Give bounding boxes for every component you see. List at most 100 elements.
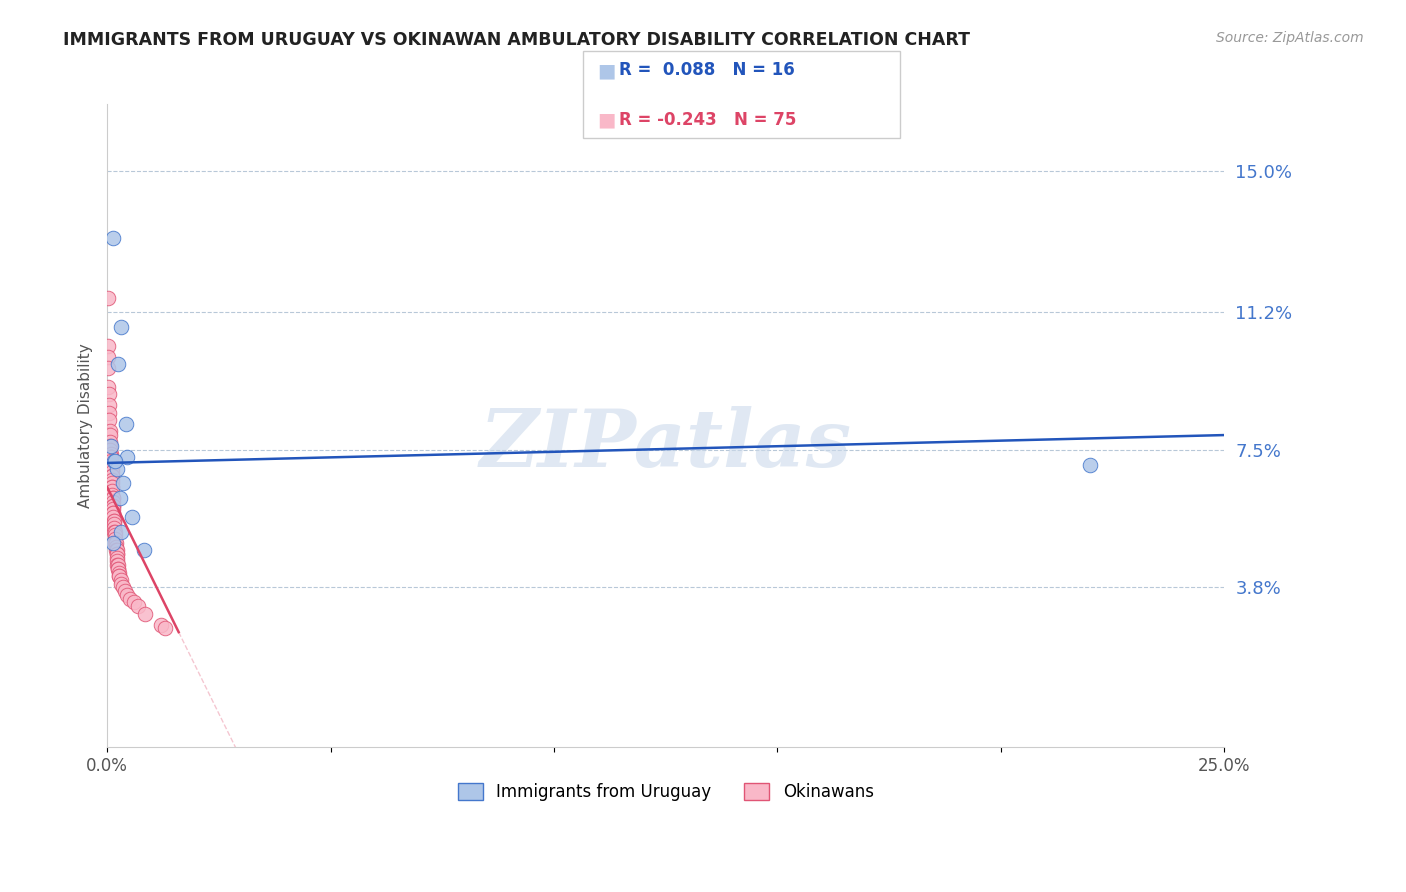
Point (121, 509, 143, 524)
Point (110, 573, 132, 587)
Point (98, 425, 121, 439)
Point (105, 543, 128, 558)
Point (101, 483, 124, 498)
Point (104, 454, 127, 468)
Point (100, 465, 122, 479)
Point (122, 595, 145, 609)
Text: IMMIGRANTS FROM URUGUAY VS OKINAWAN AMBULATORY DISABILITY CORRELATION CHART: IMMIGRANTS FROM URUGUAY VS OKINAWAN AMBU… (63, 31, 970, 49)
Point (103, 506, 125, 520)
Point (98, 413, 121, 427)
Point (105, 547, 128, 561)
Text: ■: ■ (598, 61, 616, 80)
Point (101, 487, 124, 501)
Point (105, 543, 128, 558)
Text: ZIPatlas: ZIPatlas (479, 407, 852, 483)
Point (100, 469, 122, 483)
Point (101, 491, 124, 506)
Point (104, 536, 127, 550)
Point (103, 521, 125, 535)
Point (104, 528, 127, 542)
Point (100, 447, 122, 461)
Point (97, 291, 120, 305)
Point (100, 473, 122, 487)
Point (103, 514, 125, 528)
Point (108, 569, 131, 583)
Point (103, 524, 125, 539)
Point (107, 554, 129, 568)
Point (101, 502, 124, 516)
Point (103, 509, 125, 524)
Point (98, 435, 121, 450)
Point (108, 569, 131, 583)
Point (100, 461, 122, 475)
Point (103, 454, 125, 468)
Point (97, 361, 120, 376)
Point (98, 406, 121, 420)
Point (107, 562, 129, 576)
Point (98, 439, 121, 453)
Point (100, 454, 122, 468)
Point (97, 339, 120, 353)
Point (155, 621, 177, 635)
Point (101, 536, 124, 550)
Point (100, 439, 122, 453)
Text: Source: ZipAtlas.com: Source: ZipAtlas.com (1216, 31, 1364, 45)
Point (104, 524, 127, 539)
Legend: Immigrants from Uruguay, Okinawans: Immigrants from Uruguay, Okinawans (450, 775, 882, 810)
Point (105, 547, 128, 561)
Text: R = -0.243   N = 75: R = -0.243 N = 75 (619, 112, 796, 129)
Point (101, 491, 124, 506)
Point (104, 536, 127, 550)
Point (105, 550, 128, 565)
Point (105, 461, 128, 475)
Point (107, 558, 129, 573)
Point (97, 387, 120, 401)
Point (101, 506, 124, 520)
Point (100, 476, 122, 491)
Point (97, 398, 120, 412)
Point (104, 532, 127, 546)
Point (1078, 458, 1101, 472)
Point (110, 320, 132, 334)
Point (103, 517, 125, 532)
Point (98, 428, 121, 442)
Point (134, 607, 156, 621)
Point (100, 458, 122, 472)
Point (101, 231, 124, 245)
Text: ■: ■ (598, 111, 616, 130)
Point (132, 543, 155, 558)
Point (107, 558, 129, 573)
Point (100, 461, 122, 475)
Point (118, 591, 141, 606)
Point (100, 450, 122, 465)
Point (101, 499, 124, 513)
Point (97, 380, 120, 394)
Point (117, 450, 139, 465)
Point (111, 476, 134, 491)
Point (114, 584, 136, 599)
Point (115, 417, 138, 431)
Point (111, 581, 134, 595)
Point (110, 576, 132, 591)
Text: R =  0.088   N = 16: R = 0.088 N = 16 (619, 62, 794, 79)
Point (100, 480, 122, 494)
Point (149, 617, 172, 632)
Point (117, 588, 139, 602)
Point (110, 524, 132, 539)
Point (100, 450, 122, 465)
Point (97, 350, 120, 364)
Point (107, 358, 129, 372)
Point (108, 491, 131, 506)
Point (103, 514, 125, 528)
Point (98, 442, 121, 457)
Point (100, 469, 122, 483)
Point (105, 540, 128, 554)
Point (101, 495, 124, 509)
Point (101, 499, 124, 513)
Point (107, 566, 129, 580)
Point (127, 599, 149, 613)
Point (100, 458, 122, 472)
Point (107, 562, 129, 576)
Y-axis label: Ambulatory Disability: Ambulatory Disability (79, 343, 93, 508)
Point (101, 480, 124, 494)
